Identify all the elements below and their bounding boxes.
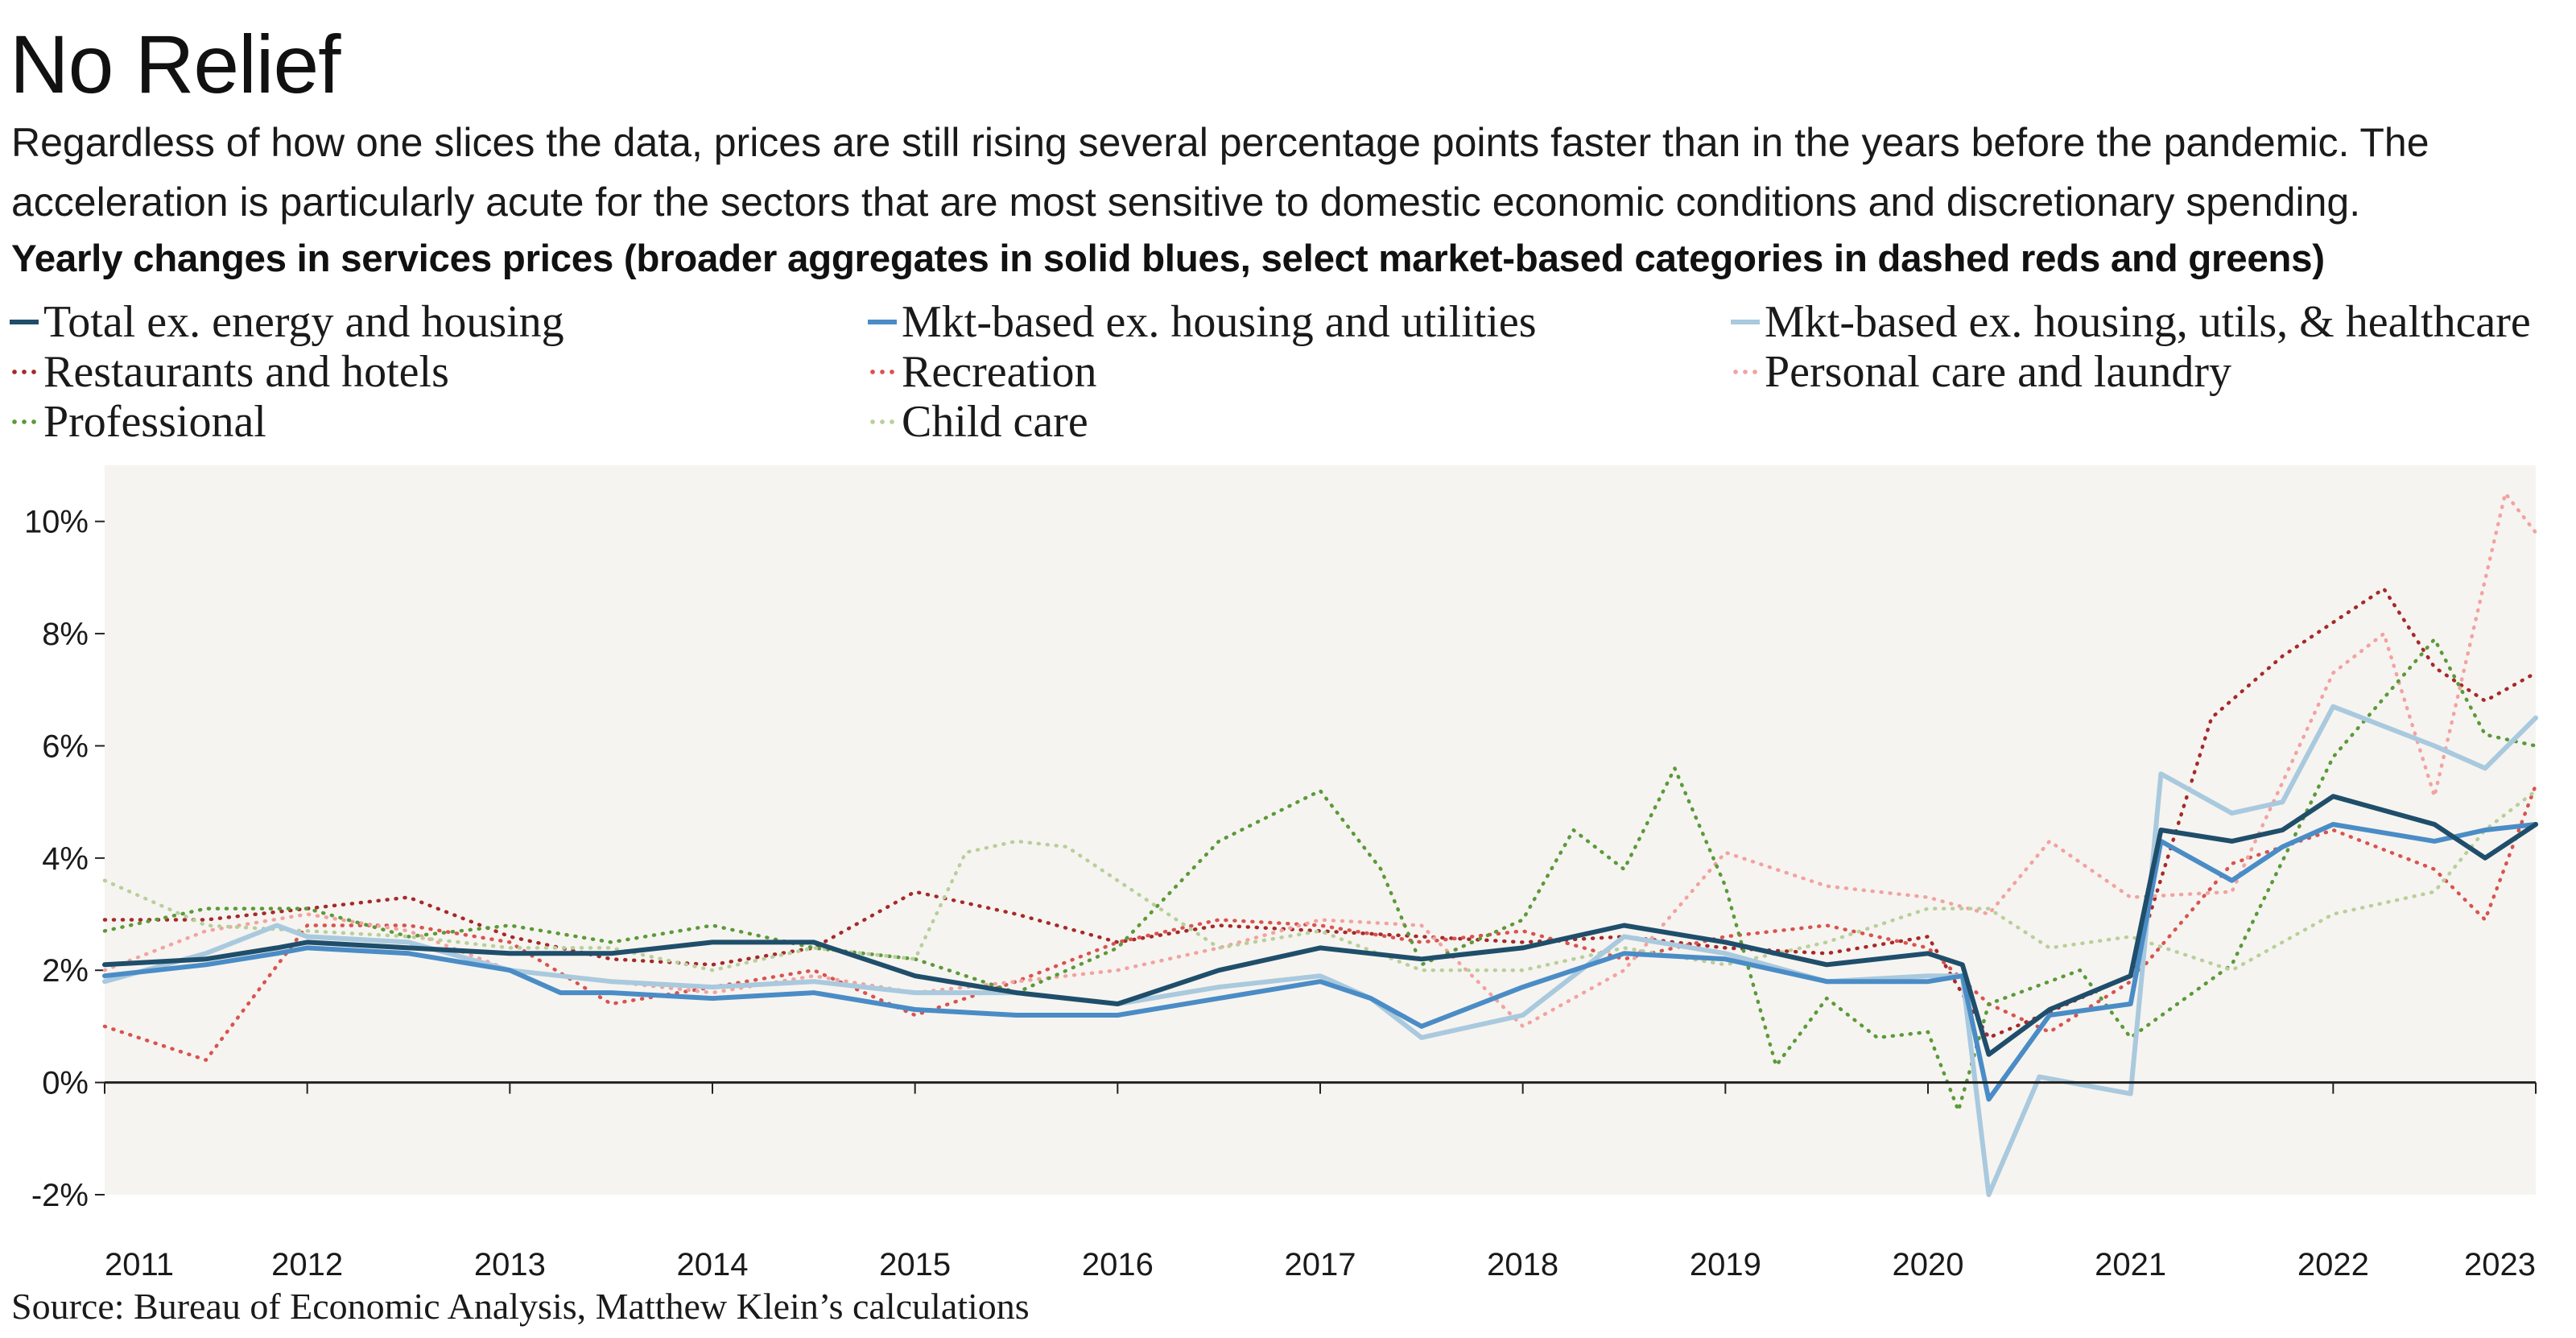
x-tick-label: 2017	[1285, 1247, 1356, 1280]
series-line-recreation	[102, 783, 2538, 1062]
legend-swatch	[868, 418, 897, 426]
legend-item: Recreation	[868, 347, 1097, 397]
y-tick-label: 6%	[42, 729, 89, 764]
legend-swatch	[1731, 320, 1760, 324]
legend-item: Total ex. energy and housing	[10, 297, 564, 347]
x-tick-label: 2014	[677, 1247, 749, 1280]
legend-swatch	[868, 368, 897, 376]
y-tick-label: -2%	[31, 1178, 89, 1213]
legend-swatch	[10, 368, 39, 376]
x-tick-label: 2019	[1690, 1247, 1761, 1280]
legend-label: Mkt-based ex. housing, utils, & healthca…	[1765, 297, 2531, 347]
x-tick-label: 2021	[2095, 1247, 2166, 1280]
x-tick-label: 2020	[1893, 1247, 1964, 1280]
series-line-mkt-based-ex-housing-utils-healthcare	[102, 704, 2538, 1197]
y-tick-label: 4%	[42, 841, 89, 877]
x-tick-label: 2023	[2464, 1247, 2536, 1280]
x-tick-label: 2013	[474, 1247, 546, 1280]
legend-label: Restaurants and hotels	[43, 347, 449, 397]
y-tick-label: 2%	[42, 953, 89, 989]
legend-item: Child care	[868, 397, 1088, 447]
x-tick-label: 2012	[271, 1247, 343, 1280]
y-tick-label: 10%	[24, 505, 89, 540]
legend-item: Professional	[10, 397, 266, 447]
legend-label: Mkt-based ex. housing and utilities	[902, 297, 1537, 347]
chart-title: Yearly changes in services prices (broad…	[11, 237, 2325, 280]
legend-label: Recreation	[902, 347, 1097, 397]
legend-label: Personal care and laundry	[1765, 347, 2231, 397]
y-tick-label: 0%	[42, 1066, 89, 1101]
x-tick-label: 2011	[105, 1247, 174, 1280]
series-line-mkt-based-ex-housing-and-utilities	[102, 822, 2538, 1102]
x-tick-label: 2022	[2297, 1247, 2369, 1280]
x-tick-label: 2015	[879, 1247, 951, 1280]
line-chart: -2%0%2%4%6%8%10% 2011 2012 2013 2014 2015 201…	[24, 465, 2538, 1280]
x-axis: 2011 2012 2013 2014 2015 2016 2017 2018 2019 2020…	[104, 1082, 2537, 1280]
legend-item: Restaurants and hotels	[10, 347, 449, 397]
series-line-total-ex-energy-and-housing	[102, 794, 2538, 1057]
legend-item: Personal care and laundry	[1731, 347, 2231, 397]
legend-item: Mkt-based ex. housing, utils, & healthca…	[1731, 297, 2531, 347]
x-tick-label: 2018	[1487, 1247, 1558, 1280]
legend-label: Professional	[43, 397, 266, 447]
legend-item: Mkt-based ex. housing and utilities	[868, 297, 1537, 347]
series-line-personal-care-and-laundry	[102, 491, 2538, 1029]
series-line-professional	[102, 637, 2538, 1113]
legend-label: Child care	[902, 397, 1088, 447]
page-subtitle: Regardless of how one slices the data, p…	[11, 120, 2429, 225]
legend-swatch	[10, 418, 39, 426]
y-tick-label: 8%	[42, 617, 89, 652]
page-title: No Relief	[10, 19, 341, 110]
source-note: Source: Bureau of Economic Analysis, Mat…	[11, 1286, 1030, 1327]
x-tick-label: 2016	[1082, 1247, 1154, 1280]
y-axis: -2% 0% 2% 4% 6% 8% 10%	[24, 505, 105, 1213]
legend-swatch	[1731, 368, 1760, 376]
legend-swatch	[868, 320, 897, 324]
legend-swatch	[10, 320, 39, 324]
legend-label: Total ex. energy and housing	[43, 297, 564, 347]
series-layer	[102, 491, 2538, 1197]
series-line-restaurants-and-hotels	[102, 587, 2538, 1040]
